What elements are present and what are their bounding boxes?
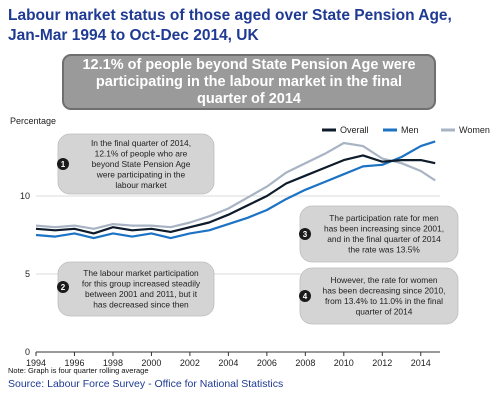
callout-text-line: between 2001 and 2011, but it bbox=[85, 289, 198, 299]
callout-number-badge bbox=[57, 158, 69, 170]
callout-text-line: labour market bbox=[115, 180, 167, 190]
callout-number-badge bbox=[299, 290, 311, 302]
callout-text-line: for this group increased steadily bbox=[82, 279, 201, 289]
x-tick-label: 1994 bbox=[26, 358, 46, 368]
axes: 0 5 10 1994 1996 1998 2000 2002 2004 2006 2008 2010… bbox=[20, 191, 440, 368]
callout-text-line: The participation rate for men bbox=[329, 213, 439, 223]
x-tick-label: 2010 bbox=[334, 358, 354, 368]
callout-1: 1 In the final quarter of 2014,12.1% of p… bbox=[57, 133, 215, 195]
x-tick-label: 2000 bbox=[141, 358, 161, 368]
callout-text-line: has been decreasing since 2010, bbox=[323, 286, 446, 296]
title-line-2: Jan-Mar 1994 to Oct-Dec 2014, UK bbox=[8, 27, 259, 44]
legend-label-overall: Overall bbox=[340, 125, 369, 135]
legend-label-men: Men bbox=[401, 125, 419, 135]
callout-text-line: quarter of 2014 bbox=[356, 307, 413, 317]
series-line-men bbox=[35, 140, 436, 240]
banner-line-3: quarter of 2014 bbox=[197, 90, 301, 107]
x-tick-label: 2004 bbox=[218, 358, 238, 368]
callout-number: 2 bbox=[61, 283, 66, 292]
callout-text-line: However, the rate for women bbox=[330, 275, 437, 285]
legend: Overall Men Women bbox=[322, 125, 490, 135]
callout-number: 1 bbox=[61, 160, 66, 169]
callout-text-line: The labour market participation bbox=[83, 268, 199, 278]
series-line-women bbox=[35, 141, 436, 230]
callout-text-line: has been increasing since 2001, bbox=[324, 224, 444, 234]
legend-label-women: Women bbox=[459, 125, 490, 135]
callout-number: 4 bbox=[303, 292, 308, 301]
y-tick-label: 5 bbox=[25, 269, 30, 279]
callout-text-line: has decreased since then bbox=[93, 300, 189, 310]
callout-text-line: the rate was 13.5% bbox=[348, 245, 420, 255]
callout-text-line: In the final quarter of 2014, bbox=[91, 138, 191, 148]
x-tick-label: 2002 bbox=[180, 358, 200, 368]
x-tick-label: 2006 bbox=[257, 358, 277, 368]
callout-number-badge bbox=[57, 281, 69, 293]
x-tick-label: 2008 bbox=[295, 358, 315, 368]
series-line-overall bbox=[35, 154, 436, 235]
x-tick-label: 2012 bbox=[372, 358, 392, 368]
chart-title: Labour market status of those aged over … bbox=[8, 6, 492, 46]
callout-text-line: 12.1% of people who are bbox=[95, 148, 188, 158]
y-axis-label: Percentage bbox=[10, 116, 56, 126]
callout-number-badge bbox=[299, 228, 311, 240]
title-line-1: Labour market status of those aged over … bbox=[8, 7, 452, 24]
x-tick-label: 1998 bbox=[103, 358, 123, 368]
headline-banner: 12.1% of people beyond State Pension Age… bbox=[62, 54, 436, 110]
source: Source: Labour Force Survey - Office for… bbox=[8, 378, 284, 390]
x-tick-label: 1996 bbox=[64, 358, 84, 368]
x-tick-label: 2014 bbox=[411, 358, 431, 368]
callout-number: 3 bbox=[303, 230, 308, 239]
footnote: Note: Graph is four quarter rolling aver… bbox=[8, 366, 149, 375]
callout-text-line: from 13.4% to 11.0% in the final bbox=[325, 296, 443, 306]
callout-text-line: and in the final quarter of 2014 bbox=[327, 234, 441, 244]
banner-line-1: 12.1% of people beyond State Pension Age… bbox=[82, 56, 416, 73]
banner-line-2: participating in the labour market in th… bbox=[95, 73, 403, 90]
callouts: 1 In the final quarter of 2014,12.1% of p… bbox=[57, 133, 459, 325]
y-tick-label: 0 bbox=[25, 347, 30, 357]
callout-text-line: beyond State Pension Age bbox=[92, 159, 191, 169]
y-tick-label: 10 bbox=[20, 191, 30, 201]
callout-text-line: were participating in the bbox=[96, 169, 186, 179]
series-lines bbox=[35, 140, 436, 240]
